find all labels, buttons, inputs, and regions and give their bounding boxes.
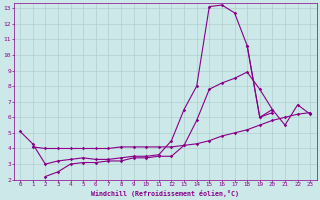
X-axis label: Windchill (Refroidissement éolien,°C): Windchill (Refroidissement éolien,°C)	[91, 190, 239, 197]
